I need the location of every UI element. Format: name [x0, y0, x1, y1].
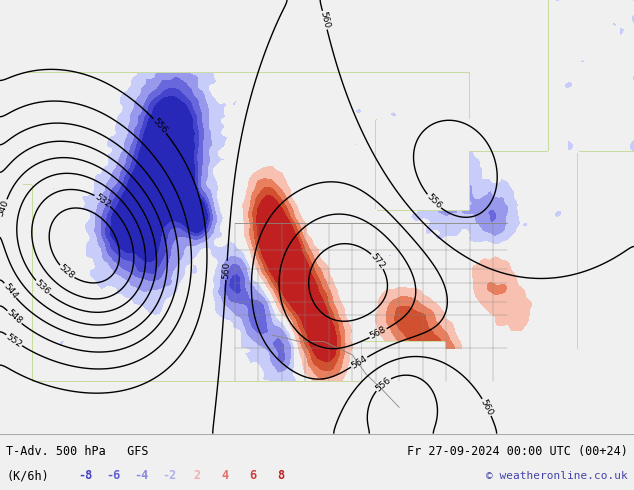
Text: 8: 8	[277, 469, 285, 483]
Text: Fr 27-09-2024 00:00 UTC (00+24): Fr 27-09-2024 00:00 UTC (00+24)	[407, 445, 628, 458]
Text: 556: 556	[373, 375, 392, 393]
Text: 572: 572	[369, 252, 387, 270]
Text: 560: 560	[479, 397, 495, 417]
Text: -6: -6	[107, 469, 120, 483]
Text: 560: 560	[221, 262, 231, 279]
Text: (K/6h): (K/6h)	[6, 469, 49, 483]
Text: 2: 2	[193, 469, 201, 483]
Text: 544: 544	[1, 281, 19, 300]
Text: 552: 552	[4, 332, 23, 349]
Text: 532: 532	[93, 192, 112, 209]
Text: 528: 528	[57, 263, 76, 281]
Text: 560: 560	[318, 11, 331, 30]
Text: -4: -4	[134, 469, 148, 483]
Text: 556: 556	[151, 117, 169, 135]
Text: -8: -8	[79, 469, 93, 483]
Text: 536: 536	[33, 278, 52, 297]
Text: 4: 4	[221, 469, 229, 483]
Text: 540: 540	[0, 198, 11, 218]
Text: © weatheronline.co.uk: © weatheronline.co.uk	[486, 471, 628, 481]
Text: 568: 568	[368, 325, 388, 341]
Text: 548: 548	[5, 308, 23, 326]
Text: -2: -2	[162, 469, 176, 483]
Text: 6: 6	[249, 469, 257, 483]
Text: 564: 564	[349, 354, 369, 370]
Text: T-Adv. 500 hPa   GFS: T-Adv. 500 hPa GFS	[6, 445, 149, 458]
Text: 556: 556	[425, 192, 443, 211]
